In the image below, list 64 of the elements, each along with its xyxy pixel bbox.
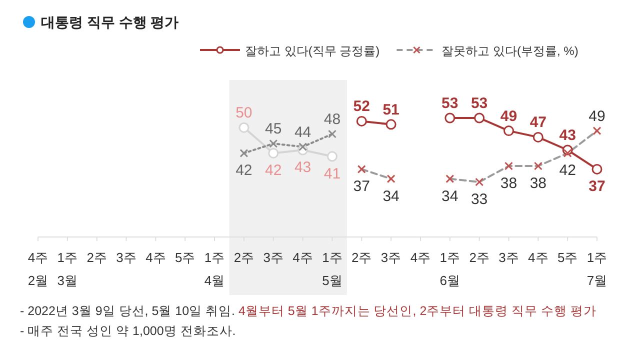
- x-tick-label: 1주 6월: [440, 250, 460, 288]
- point: [326, 151, 338, 162]
- x-tick-label: 2주: [469, 250, 490, 265]
- data-label: 44: [294, 124, 312, 141]
- x-tick-label: 3주: [498, 250, 519, 265]
- text: 4월부터 5월 1주까지는 당선인, 2주부터 대통령 직무 수행 평가: [238, 304, 597, 318]
- x-tick-label: 5주: [557, 250, 578, 265]
- data-label: 49: [588, 108, 606, 125]
- data-label: 38: [530, 175, 546, 192]
- x-tick-label: 3주: [380, 250, 402, 265]
- data-label: 41: [324, 165, 341, 182]
- data-label: 50: [236, 104, 252, 122]
- point: [269, 139, 278, 148]
- point: [386, 119, 396, 130]
- x-tick-label: 3주: [116, 250, 136, 265]
- x-tick-label: 2주: [352, 250, 372, 265]
- x-tick-label: 1주 4월: [204, 250, 225, 288]
- text: - 매주 전국 성인 약 1,000명 전화조사.: [20, 324, 236, 338]
- data-label: 33: [470, 191, 488, 208]
- x-tick-label: 4주: [292, 250, 313, 265]
- x-tick-label: 4주 2월: [28, 250, 48, 288]
- point: [268, 148, 279, 158]
- x-tick-label: 1주 7월: [586, 250, 608, 288]
- data-label: 37: [588, 178, 606, 196]
- point: [532, 132, 544, 142]
- x-tick-label: 2주: [234, 250, 254, 265]
- legend-label: 잘하고 있다(직무 긍정률): [245, 44, 380, 58]
- data-label: 34: [382, 188, 400, 205]
- x-tick-label: 1주 3월: [57, 250, 78, 288]
- data-label: 43: [559, 127, 576, 144]
- point: [298, 142, 308, 152]
- x-tick-label: 5주: [174, 250, 196, 265]
- point: [238, 122, 250, 133]
- data-label: 42: [559, 162, 576, 180]
- data-label: 48: [324, 111, 341, 128]
- x-tick-label: 4주: [410, 250, 431, 265]
- data-label: 53: [442, 95, 458, 112]
- data-label: 53: [470, 95, 488, 112]
- point: [240, 148, 248, 158]
- data-label: 34: [442, 188, 458, 205]
- point: [444, 112, 456, 124]
- x-tick-label: 1주 5월: [322, 250, 342, 288]
- data-label: 47: [530, 114, 546, 132]
- data-label: 43: [294, 159, 312, 176]
- data-label: 38: [500, 175, 518, 192]
- text: - 2022년 3월 9일 당선, 5월 10일 취임.: [20, 304, 238, 318]
- data-label: 42: [265, 162, 282, 180]
- chart-title: 대통령 직무 수행 평가: [41, 14, 179, 30]
- data-label: 51: [382, 101, 400, 118]
- point: [474, 112, 485, 124]
- data-label: 37: [353, 178, 370, 196]
- data-label: 42: [236, 162, 252, 180]
- x-tick-label: 4주: [528, 250, 548, 265]
- data-label: 45: [265, 120, 282, 138]
- point: [356, 116, 367, 126]
- x-tick-label: 4주: [146, 250, 166, 265]
- data-label: 49: [500, 108, 518, 125]
- data-label: 52: [353, 98, 370, 116]
- point: [328, 130, 336, 138]
- point: [592, 164, 602, 174]
- legend-label: 잘못하고 있다(부정률, %): [442, 44, 578, 58]
- x-tick-label: 3주: [263, 250, 284, 265]
- point: [503, 126, 514, 136]
- x-tick-label: 2주: [86, 250, 107, 265]
